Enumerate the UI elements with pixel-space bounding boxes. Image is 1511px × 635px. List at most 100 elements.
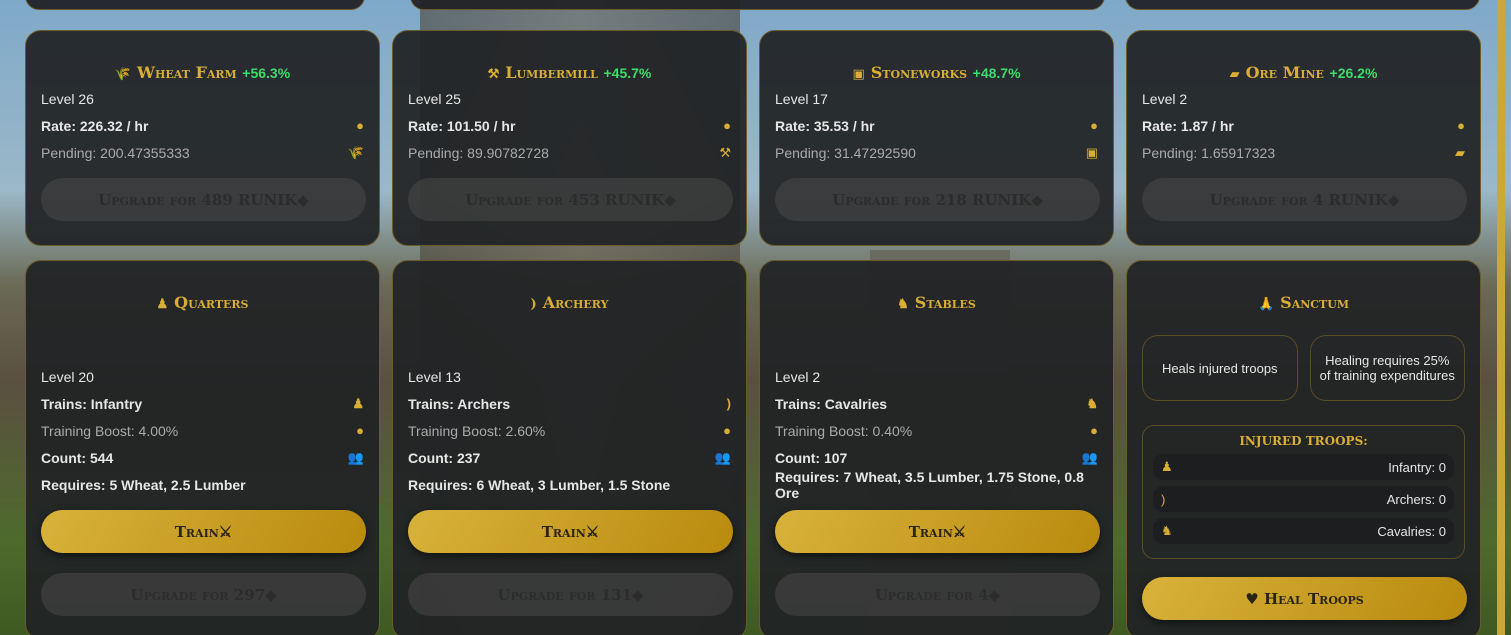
ingot-icon: ▰ — [1455, 144, 1465, 160]
level-text: Level 2 — [775, 368, 821, 385]
card-partial — [1125, 0, 1480, 10]
clock-icon: ● — [1457, 118, 1465, 133]
resource-card: ▰ Ore Mine +26.2% Level 2 Rate: 1.87 / hr… — [1126, 30, 1481, 246]
gem-icon: ◆ — [1387, 190, 1400, 209]
card-title: ) Archery — [530, 293, 609, 312]
card-title: ♟ Quarters — [156, 293, 249, 312]
wheat-icon: 🌾 — [347, 144, 364, 160]
level-text: Level 26 — [41, 90, 94, 107]
clock-icon: ● — [723, 423, 731, 438]
clock-icon: ● — [723, 118, 731, 133]
gem-icon: ◆ — [1031, 190, 1043, 209]
card-title: ▰ Ore Mine +26.2% — [1229, 63, 1378, 82]
bow-icon: ) — [1161, 491, 1166, 507]
horse-icon: ♞ — [897, 297, 909, 312]
training-boost-text: Training Boost: 4.00% — [41, 422, 179, 439]
infantry-icon: ♟ — [156, 297, 169, 312]
resource-card: ⚒ Lumbermill +45.7% Level 25 Rate: 101.50… — [392, 30, 747, 246]
bow-icon: ) — [726, 396, 731, 411]
injured-troops-panel: INJURED TROOPS: ♟ Infantry: 0 ) Archers: 0… — [1142, 425, 1465, 559]
upgrade-button[interactable]: Upgrade for 4◆ — [775, 573, 1100, 616]
horse-icon: ♞ — [1161, 523, 1173, 538]
infantry-icon: ♟ — [352, 395, 364, 411]
gem-icon: ◆ — [664, 190, 676, 209]
pending-text: Pending: 1.65917323 — [1142, 144, 1276, 161]
card-title: ▣ Stoneworks +48.7% — [852, 63, 1021, 82]
train-button[interactable]: Train⚔ — [775, 510, 1100, 553]
gem-icon: ◆ — [265, 585, 277, 604]
card-partial — [25, 0, 365, 10]
info-box: Heals injured troops — [1142, 335, 1298, 401]
count-text: Count: 107 — [775, 449, 848, 466]
axe-icon: ⚒ — [719, 144, 731, 160]
level-text: Level 13 — [408, 368, 461, 385]
info-box: Healing requires 25% of training expendi… — [1309, 335, 1465, 401]
level-text: Level 2 — [1142, 90, 1188, 107]
rate-text: Rate: 101.50 / hr — [408, 117, 516, 134]
card-title: ♞ Stables — [897, 293, 976, 312]
rate-text: Rate: 226.32 / hr — [41, 117, 149, 134]
military-card: ♟ Quarters Level 20 Trains: Infantry ♟ Tra… — [25, 260, 380, 635]
count-text: Count: 544 — [41, 449, 114, 466]
card-partial — [410, 0, 1105, 10]
pending-text: Pending: 89.90782728 — [408, 144, 549, 161]
gem-icon: ◆ — [632, 585, 644, 604]
boost-badge: +45.7% — [603, 65, 652, 81]
sword-icon: ⚔ — [218, 522, 233, 541]
rate-text: Rate: 1.87 / hr — [1142, 117, 1234, 134]
cube-icon: ▣ — [852, 67, 865, 82]
card-title: 🌾 Wheat Farm +56.3% — [114, 63, 291, 82]
heal-troops-button[interactable]: ♥ Heal Troops — [1142, 577, 1467, 620]
wheat-icon: 🌾 — [114, 67, 132, 82]
resource-card: ▣ Stoneworks +48.7% Level 17 Rate: 35.53 … — [759, 30, 1114, 246]
upgrade-button[interactable]: Upgrade for 453 RUNIK◆ — [408, 178, 733, 221]
users-icon: 👥 — [714, 449, 731, 465]
card-title: ⚒ Lumbermill +45.7% — [487, 63, 652, 82]
gem-icon: ◆ — [297, 190, 309, 209]
upgrade-button[interactable]: Upgrade for 489 RUNIK◆ — [41, 178, 366, 221]
upgrade-button[interactable]: Upgrade for 297◆ — [41, 573, 366, 616]
train-button[interactable]: Train⚔ — [408, 510, 733, 553]
horse-icon: ♞ — [1086, 395, 1098, 411]
level-text: Level 17 — [775, 90, 828, 107]
requires-text: Requires: 5 Wheat, 2.5 Lumber — [41, 476, 246, 493]
resource-card: 🌾 Wheat Farm +56.3% Level 26 Rate: 226.32… — [25, 30, 380, 246]
level-text: Level 20 — [41, 368, 94, 385]
injured-title: INJURED TROOPS: — [1239, 434, 1368, 448]
count-text: Count: 237 — [408, 449, 481, 466]
users-icon: 👥 — [1081, 449, 1098, 465]
level-text: Level 25 — [408, 90, 461, 107]
requires-text: Requires: 7 Wheat, 3.5 Lumber, 1.75 Ston… — [775, 468, 1084, 501]
pending-text: Pending: 200.47355333 — [41, 144, 190, 161]
card-title: 🙏 Sanctum — [1257, 293, 1350, 312]
heart-icon: ♥ — [1245, 589, 1264, 608]
injured-row: ♟ Infantry: 0 — [1153, 454, 1454, 480]
clock-icon: ● — [1090, 423, 1098, 438]
upgrade-button[interactable]: Upgrade for 131◆ — [408, 573, 733, 616]
users-icon: 👥 — [347, 449, 364, 465]
ingot-icon: ▰ — [1229, 67, 1240, 82]
trains-text: Trains: Infantry — [41, 395, 143, 412]
injured-row: ♞ Cavalries: 0 — [1153, 518, 1454, 544]
training-boost-text: Training Boost: 2.60% — [408, 422, 546, 439]
scrollbar[interactable] — [1497, 0, 1505, 635]
military-card: ) Archery Level 13 Trains: Archers) Train… — [392, 260, 747, 635]
pending-text: Pending: 31.47292590 — [775, 144, 916, 161]
training-boost-text: Training Boost: 0.40% — [775, 422, 913, 439]
military-card: ♞ Stables Level 2 Trains: Cavalries ♞ Trai… — [759, 260, 1114, 635]
clock-icon: ● — [356, 118, 364, 133]
cube-icon: ▣ — [1085, 144, 1098, 160]
sanctum-card: 🙏 Sanctum Heals injured troops Healing re… — [1126, 260, 1481, 635]
train-button[interactable]: Train⚔ — [41, 510, 366, 553]
bow-icon: ) — [530, 297, 537, 312]
upgrade-button[interactable]: Upgrade for 218 RUNIK◆ — [775, 178, 1100, 221]
praying-icon: 🙏 — [1257, 297, 1275, 312]
boost-badge: +56.3% — [242, 65, 291, 81]
clock-icon: ● — [1090, 118, 1098, 133]
boost-badge: +26.2% — [1329, 65, 1378, 81]
upgrade-button[interactable]: Upgrade for 4 RUNIK◆ — [1142, 178, 1467, 221]
trains-text: Trains: Archers — [408, 395, 511, 412]
requires-text: Requires: 6 Wheat, 3 Lumber, 1.5 Stone — [408, 476, 671, 493]
axe-icon: ⚒ — [487, 67, 500, 82]
gem-icon: ◆ — [988, 585, 1001, 604]
